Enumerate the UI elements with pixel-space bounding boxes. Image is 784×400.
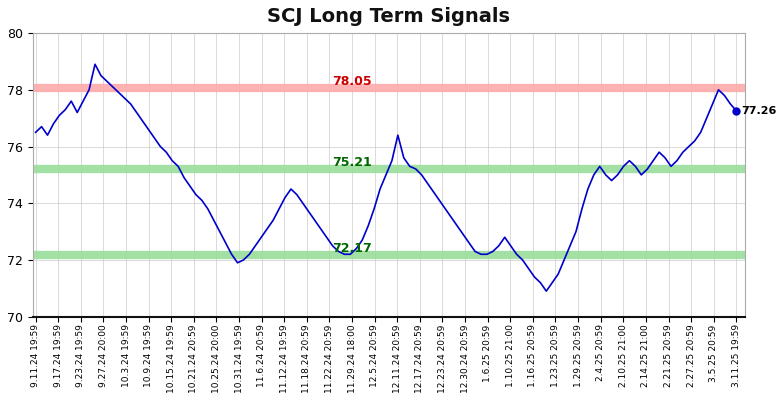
Text: 77.26: 77.26 (741, 106, 776, 116)
Text: 75.21: 75.21 (332, 156, 372, 168)
Text: 78.05: 78.05 (332, 75, 372, 88)
Text: 72.17: 72.17 (332, 242, 372, 255)
Title: SCJ Long Term Signals: SCJ Long Term Signals (267, 7, 510, 26)
